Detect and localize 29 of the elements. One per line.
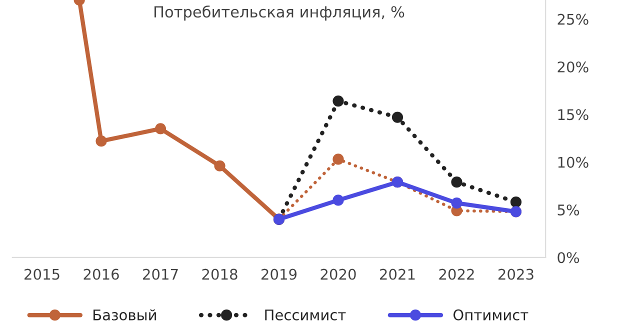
point — [332, 154, 344, 165]
y-tick-label: 20% — [558, 61, 588, 72]
y-tick-label: 25% — [558, 14, 588, 25]
point — [332, 194, 344, 206]
x-tick-label: 2018 — [202, 268, 238, 280]
legend-label: Оптимист — [453, 309, 528, 320]
y-tick-label: 10% — [558, 156, 588, 168]
chart-title: Потребительская инфляция, % — [154, 6, 404, 21]
point — [392, 112, 404, 123]
x-tick-label: 2016 — [84, 268, 119, 280]
y-tick-label: 0% — [558, 252, 580, 264]
x-tick-label: 2023 — [498, 268, 534, 280]
point — [451, 198, 462, 209]
point — [510, 196, 522, 208]
point — [332, 95, 344, 107]
x-tick-label: 2019 — [262, 268, 297, 280]
point — [214, 160, 226, 172]
y-tick-label: 5% — [558, 204, 580, 216]
point — [451, 176, 462, 188]
point — [96, 136, 107, 147]
x-tick-label: 2021 — [380, 268, 415, 280]
legend-label: Пессимист — [265, 310, 346, 320]
point — [154, 123, 166, 134]
x-tick-label: 2020 — [320, 268, 356, 280]
x-tick-label: 2022 — [439, 268, 474, 280]
x-tick-label: 2017 — [143, 268, 178, 280]
x-tick-label: 2015 — [24, 268, 60, 280]
y-tick-label: 15% — [558, 109, 588, 120]
legend-label: Базовый — [94, 309, 156, 320]
